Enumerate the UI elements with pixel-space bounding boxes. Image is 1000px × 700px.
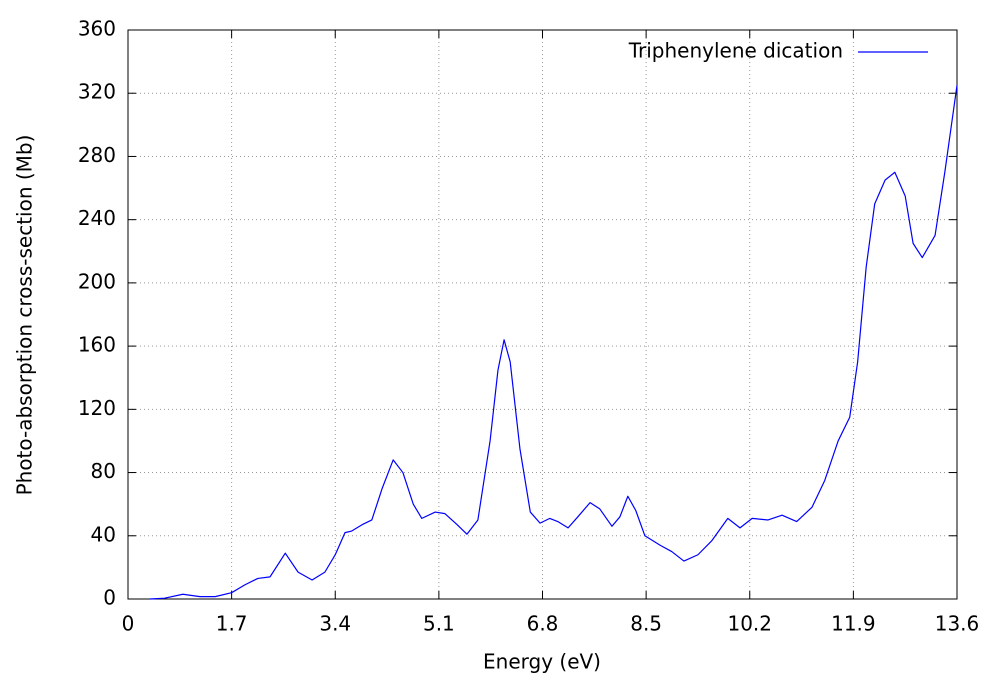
y-tick-label: 0 — [103, 586, 116, 610]
y-tick-label: 200 — [78, 269, 116, 293]
x-tick-label: 13.6 — [935, 612, 980, 636]
x-tick-label: 1.7 — [216, 612, 248, 636]
x-tick-label: 0 — [122, 612, 135, 636]
y-tick-label: 280 — [78, 143, 116, 167]
y-tick-label: 320 — [78, 80, 116, 104]
y-tick-label: 240 — [78, 206, 116, 230]
legend-label: Triphenylene dication — [628, 39, 843, 63]
x-tick-label: 10.2 — [727, 612, 772, 636]
y-axis-label: Photo-absorption cross-section (Mb) — [13, 135, 37, 496]
y-tick-label: 360 — [78, 17, 116, 41]
x-tick-label: 3.4 — [319, 612, 351, 636]
data-line — [149, 85, 958, 600]
x-tick-label: 6.8 — [527, 612, 559, 636]
plot-frame — [127, 29, 958, 600]
y-tick-label: 120 — [78, 396, 116, 420]
x-tick-label: 5.1 — [423, 612, 455, 636]
x-tick-label: 11.9 — [831, 612, 876, 636]
x-tick-label: 8.5 — [630, 612, 662, 636]
y-tick-label: 160 — [78, 333, 116, 357]
y-tick-label: 80 — [91, 459, 116, 483]
y-tick-label: 40 — [91, 522, 116, 546]
x-axis-label: Energy (eV) — [483, 650, 601, 674]
